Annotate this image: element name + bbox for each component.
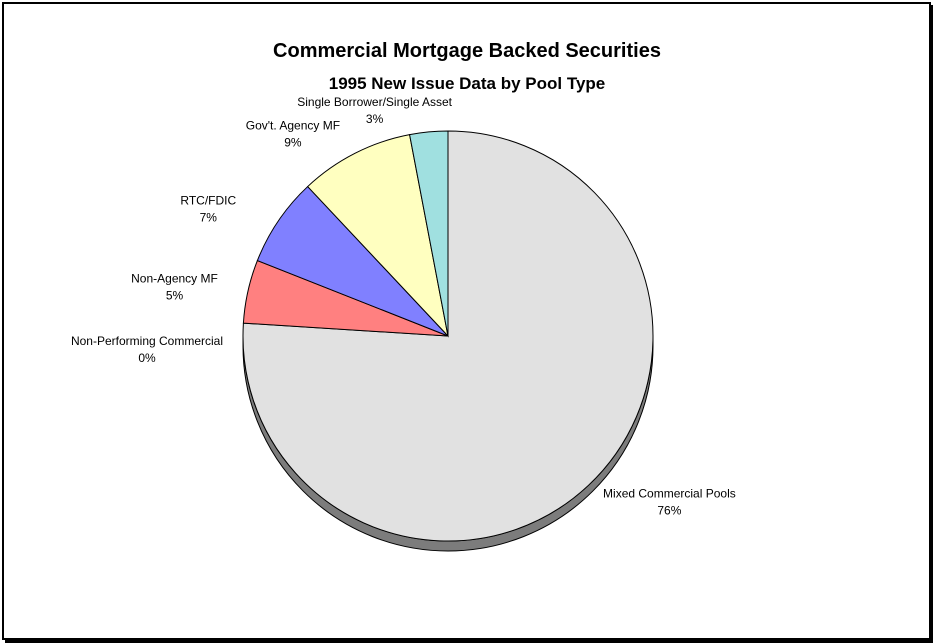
slice-name: Mixed Commercial Pools bbox=[603, 487, 736, 501]
slice-label: RTC/FDIC 7% bbox=[180, 193, 236, 224]
slice-percent: 3% bbox=[366, 112, 384, 126]
chart-title: Commercial Mortgage Backed Securities bbox=[273, 40, 661, 62]
slice-percent: 7% bbox=[200, 210, 218, 224]
slice-label: Single Borrower/Single Asset 3% bbox=[297, 95, 452, 126]
slice-name: Gov't. Agency MF bbox=[246, 119, 340, 133]
slice-percent: 76% bbox=[657, 504, 681, 518]
pie-slice bbox=[306, 134, 449, 338]
pie-slice bbox=[242, 130, 654, 542]
slice-name: Non-Performing Commercial bbox=[71, 334, 223, 348]
slice-label: Non-Performing Commercial 0% bbox=[71, 334, 223, 365]
slice-name: RTC/FDIC bbox=[180, 193, 236, 207]
chart-subtitle: 1995 New Issue Data by Pool Type bbox=[329, 74, 606, 93]
slice-percent: 5% bbox=[166, 289, 184, 303]
slice-label: Non-Agency MF 5% bbox=[131, 272, 218, 303]
slice-percent: 9% bbox=[284, 136, 302, 150]
slice-label: Gov't. Agency MF 9% bbox=[246, 119, 340, 150]
slice-label: Mixed Commercial Pools 76% bbox=[603, 487, 736, 518]
pie-slice bbox=[409, 130, 449, 337]
slice-name: Single Borrower/Single Asset bbox=[297, 95, 452, 109]
slice-percent: 0% bbox=[138, 351, 156, 365]
slice-name: Non-Agency MF bbox=[131, 272, 218, 286]
